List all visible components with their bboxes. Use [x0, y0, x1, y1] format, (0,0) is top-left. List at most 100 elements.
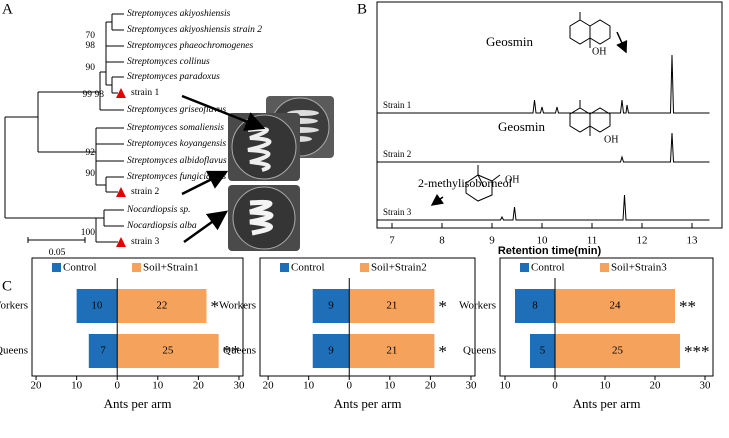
strain-marker — [116, 88, 126, 98]
bar-value: 5 — [540, 345, 546, 357]
compound-name: Geosmin — [498, 119, 545, 134]
x-tick-label: 20 — [650, 380, 662, 392]
category-label: Workers — [459, 300, 496, 312]
leaf-label: Streptomyces griseoflavus — [127, 104, 226, 115]
arrows — [181, 94, 266, 244]
bar-value: 24 — [610, 300, 622, 312]
trace — [377, 194, 710, 221]
category-label: Queens — [463, 345, 496, 357]
legend-swatch — [600, 263, 609, 272]
functional-group: OH — [604, 134, 618, 145]
x-tick-label: 8 — [439, 235, 445, 247]
bootstrap-value: 90 — [86, 63, 96, 73]
bar-value: 21 — [386, 345, 397, 357]
leaf-label: Streptomyces paradoxus — [127, 72, 220, 82]
bar-value: 25 — [612, 345, 624, 357]
bar — [515, 289, 555, 323]
x-tick-label: 0 — [552, 380, 558, 392]
bar — [555, 289, 675, 323]
leaf-label: Streptomyces albidoflavus — [127, 155, 227, 166]
bar-value: 7 — [100, 345, 106, 357]
strain-marker — [116, 187, 126, 197]
bar — [117, 289, 207, 323]
bar — [312, 289, 350, 323]
bar — [555, 334, 680, 368]
x-tick-label: 7 — [389, 235, 395, 247]
bar-value: 22 — [156, 300, 167, 312]
legend-swatch — [280, 263, 289, 272]
x-axis-label: Ants per arm — [334, 396, 402, 411]
bar-value: 8 — [532, 300, 538, 312]
bar — [312, 334, 350, 368]
x-tick-label: 11 — [587, 235, 598, 247]
bootstrap-value: 99 — [83, 90, 93, 100]
leaf-label: strain 2 — [131, 187, 159, 197]
legend-label: Control — [291, 262, 325, 274]
petri-dishes — [228, 96, 334, 251]
plot-frame — [499, 257, 714, 377]
bootstrap-value: 70 — [86, 31, 96, 41]
leaf-label: Streptomyces akiyoshiensis strain 2 — [127, 25, 262, 35]
legend-label: Soil+Strain1 — [143, 262, 199, 274]
significance: ** — [679, 297, 696, 316]
trace — [377, 54, 710, 114]
structures — [430, 12, 628, 206]
category-label: Queens — [223, 345, 256, 357]
bar — [88, 334, 118, 368]
functional-group: OH — [505, 174, 519, 185]
panel-label: A — [2, 1, 13, 17]
bar — [349, 289, 435, 323]
bootstrap-value: 100 — [81, 228, 96, 238]
trace — [377, 132, 710, 163]
x-tick-label: 20 — [193, 380, 205, 392]
bootstrap-value: 92 — [86, 148, 96, 158]
panel-label: B — [357, 1, 367, 17]
plot-frame — [259, 257, 476, 377]
x-tick-label: 12 — [637, 235, 648, 247]
compound-name: 2-methylisoborneol — [418, 176, 513, 190]
leaf-label: Streptomyces akiyoshiensis — [127, 9, 231, 19]
trace-label: Strain 3 — [383, 207, 412, 217]
x-tick-label: 10 — [303, 380, 315, 392]
legend-label: Soil+Strain3 — [611, 262, 667, 274]
category-label: Workers — [0, 300, 28, 312]
x-tick-label: 0 — [114, 380, 120, 392]
legend-swatch — [520, 263, 529, 272]
bar — [349, 334, 435, 368]
x-tick-label: 20 — [263, 380, 275, 392]
bar-value: 10 — [91, 300, 103, 312]
bootstrap-value: 90 — [86, 169, 96, 179]
panel-label: C — [2, 278, 12, 294]
x-tick-label: 30 — [700, 380, 712, 392]
category-label: Queens — [0, 345, 28, 357]
plot-frame — [376, 1, 723, 229]
strain-marker — [116, 237, 126, 247]
leaf-label: Streptomyces phaeochromogenes — [127, 41, 253, 51]
bootstrap-value: 98 — [95, 90, 105, 100]
trace-label: Strain 2 — [383, 149, 411, 159]
leaf-label: strain 1 — [131, 88, 159, 98]
x-tick-label: 30 — [233, 380, 245, 392]
x-tick-label: 10 — [71, 380, 83, 392]
compound-name: Geosmin — [486, 34, 533, 49]
bar — [76, 289, 118, 323]
x-tick-label: 20 — [425, 380, 437, 392]
plot-frame — [31, 257, 244, 377]
x-axis-label: Ants per arm — [573, 396, 641, 411]
functional-group: OH — [592, 46, 606, 57]
significance: * — [438, 342, 447, 361]
x-tick-label: 10 — [600, 380, 612, 392]
leaf-label: strain 3 — [131, 237, 159, 247]
leaf-label: Streptomyces somaliensis — [127, 123, 224, 133]
significance: * — [438, 297, 447, 316]
significance: ** — [223, 342, 240, 361]
scale-label: 0.05 — [49, 248, 66, 258]
leaf-label: Nocardiopsis alba — [126, 221, 197, 231]
category-label: Workers — [219, 300, 256, 312]
leaf-label: Streptomyces collinus — [127, 57, 210, 67]
phylogenetic-tree — [4, 13, 124, 243]
legend-label: Soil+Strain2 — [371, 262, 427, 274]
leaf-label: Nocardiopsis sp. — [126, 205, 191, 215]
legend-label: Control — [531, 262, 565, 274]
legend-label: Control — [63, 262, 97, 274]
